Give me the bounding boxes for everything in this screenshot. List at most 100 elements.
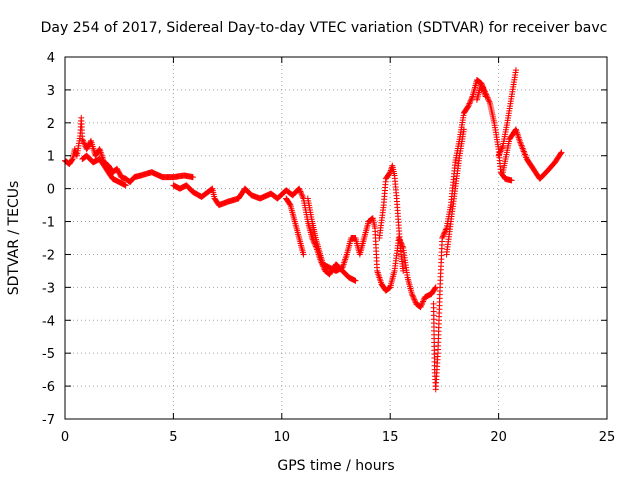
data-point: [498, 145, 505, 152]
data-point: [498, 147, 505, 154]
data-point: [81, 140, 88, 147]
y-tick-labels: -7 -6 -5 -4 -3 -2 -1 0 1 2 3 4: [42, 51, 55, 428]
data-point: [189, 174, 196, 181]
data-point: [441, 229, 448, 236]
y-axis-label: SDTVAR / TECUs: [6, 181, 22, 296]
data-point: [508, 177, 515, 184]
data-point: [558, 149, 565, 156]
data-point: [352, 277, 359, 284]
data-point: [80, 139, 87, 146]
data-point: [517, 141, 524, 148]
chart-title: Day 254 of 2017, Sidereal Day-to-day VTE…: [41, 20, 608, 36]
data-point: [420, 298, 427, 305]
data-series: [62, 67, 565, 393]
data-point: [79, 137, 86, 144]
data-point: [417, 304, 424, 311]
data-point: [486, 98, 493, 105]
data-point: [495, 152, 502, 159]
y-tick-label: 3: [47, 84, 55, 99]
x-axis-label: GPS time / hours: [277, 458, 394, 474]
x-tick-labels: 0 5 10 15 20 25: [61, 430, 615, 445]
y-tick-label: -7: [42, 413, 55, 428]
x-tick-label: 0: [61, 430, 69, 445]
data-point: [418, 301, 425, 308]
data-point: [465, 101, 472, 108]
data-point: [122, 182, 129, 189]
data-point: [439, 233, 446, 240]
data-point: [557, 150, 564, 157]
grid-lines: [65, 57, 607, 419]
data-point: [411, 297, 418, 304]
data-point: [517, 139, 524, 146]
x-tick-label: 15: [382, 430, 399, 445]
data-point: [442, 227, 449, 234]
data-point: [410, 295, 417, 302]
data-point: [408, 290, 415, 297]
data-point: [467, 97, 474, 104]
data-point: [496, 149, 503, 156]
data-point: [68, 157, 75, 164]
data-point: [418, 302, 425, 309]
data-point: [79, 136, 86, 143]
y-tick-label: -3: [42, 281, 55, 296]
y-tick-label: -4: [42, 314, 55, 329]
data-point: [300, 251, 307, 258]
x-tick-label: 10: [274, 430, 291, 445]
data-point: [298, 189, 305, 196]
y-tick-label: -2: [42, 248, 55, 263]
data-point: [522, 153, 529, 160]
y-tick-label: 4: [47, 51, 55, 66]
y-tick-label: -5: [42, 347, 55, 362]
data-point: [299, 194, 306, 201]
x-tick-label: 25: [599, 430, 616, 445]
data-point: [286, 201, 293, 208]
y-tick-label: 2: [47, 117, 55, 132]
data-point: [522, 151, 529, 158]
data-point: [432, 285, 439, 292]
plot-frame: [64, 56, 608, 420]
data-point: [460, 126, 467, 133]
data-point: [519, 145, 526, 152]
data-point: [497, 148, 504, 155]
y-tick-label: 1: [47, 150, 55, 165]
data-point: [519, 144, 526, 151]
data-point: [485, 97, 492, 104]
data-point: [410, 293, 417, 300]
data-point: [521, 150, 528, 157]
data-point: [465, 103, 472, 110]
data-point: [298, 191, 305, 198]
data-point: [409, 292, 416, 299]
data-point: [299, 192, 306, 199]
x-tick-label: 5: [169, 430, 177, 445]
data-point: [518, 142, 525, 149]
axis-ticks: [64, 56, 608, 420]
data-point: [419, 299, 426, 306]
x-tick-label: 20: [490, 430, 507, 445]
data-point: [467, 99, 474, 106]
data-point: [441, 230, 448, 237]
y-tick-label: -6: [42, 380, 55, 395]
data-point: [296, 185, 303, 192]
data-point: [439, 235, 446, 241]
data-point: [468, 94, 475, 101]
data-point: [369, 215, 376, 222]
data-point: [400, 267, 407, 274]
data-point: [520, 147, 527, 154]
data-point: [512, 67, 519, 74]
data-point: [309, 235, 316, 241]
data-point: [208, 186, 215, 193]
y-tick-label: -1: [42, 216, 55, 231]
data-point: [482, 93, 489, 100]
data-point: [420, 297, 427, 304]
y-tick-label: 0: [47, 183, 55, 198]
data-point: [296, 187, 303, 194]
data-point: [520, 148, 527, 155]
data-point: [496, 151, 503, 158]
data-point: [468, 96, 475, 103]
data-point: [466, 100, 473, 107]
data-point: [297, 188, 304, 195]
data-point: [440, 232, 447, 239]
data-point: [411, 296, 418, 303]
